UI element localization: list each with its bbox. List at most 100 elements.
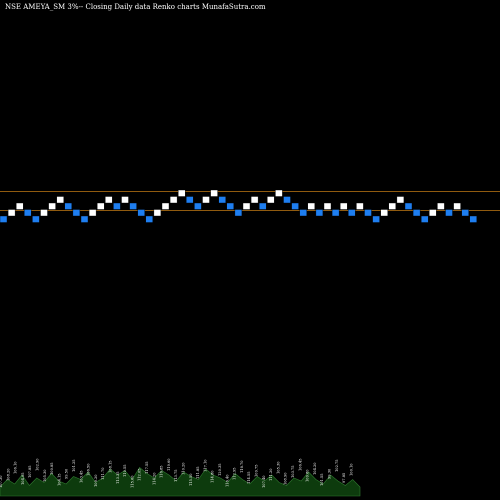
renko-brick-down [0,215,8,223]
price-label: 100.10 [349,463,353,476]
price-label: 110.55 [123,464,127,477]
price-label: 100.85 [50,462,54,475]
price-label: 117.10 [203,459,207,472]
price-label: 113.75 [174,469,178,482]
renko-brick-up [453,202,461,210]
renko-brick-down [299,209,307,217]
renko-brick-down [412,209,421,217]
chart-title: NSE AMEYA_SM 3%-- Closing Daily data Ren… [5,3,266,11]
renko-brick-up [242,202,251,210]
renko-brick-up [88,209,97,217]
renko-brick-up [202,196,210,204]
price-label: 109.75 [255,464,259,477]
renko-brick-up [153,209,162,217]
price-label: 114.55 [247,471,251,484]
renko-brick-down [331,209,340,217]
price-label: 116.40 [225,474,229,487]
price-label: 104.05 [21,472,25,485]
price-label: 108.15 [109,460,113,473]
price-label: 113.35 [116,471,120,484]
renko-brick-up [105,196,113,204]
price-label: 99.30 [328,468,332,479]
renko-brick-up [429,209,437,217]
renko-brick-down [421,215,429,223]
price-label: 120.35 [218,463,222,476]
renko-brick-down [80,215,89,223]
price-label: 107.30 [0,475,3,488]
price-label: 106.50 [87,463,91,476]
renko-brick-up [388,202,396,210]
renko-brick-down [64,202,73,210]
renko-brick-down [364,209,372,217]
renko-bricks [0,189,477,223]
price-label: 101.25 [72,459,76,472]
price-label: 109.20 [94,474,98,487]
price-label: 97.85 [342,472,346,483]
renko-brick-down [259,202,267,210]
price-label: 105.30 [43,469,47,482]
renko-brick-up [121,196,129,204]
renko-brick-down [194,202,202,210]
price-label: 111.70 [101,467,105,480]
price-label: 117.55 [145,461,149,474]
renko-brick-down [32,215,40,223]
price-label: 106.45 [298,458,302,471]
renko-brick-up [16,202,24,210]
price-labels: 107.30108.20106.10104.05107.85102.90105.… [0,458,353,488]
price-label: 109.80 [306,469,310,482]
renko-brick-down [348,209,356,217]
renko-brick-down [218,196,226,204]
price-label: 107.40 [262,475,266,488]
renko-brick-up [96,202,105,210]
price-label: 108.90 [284,472,288,485]
renko-brick-up [250,196,259,204]
price-label: 104.20 [313,462,317,475]
renko-brick-up [307,202,315,210]
renko-brick-up [340,202,348,210]
price-label: 106.10 [14,461,18,474]
renko-brick-up [437,202,445,210]
price-label: 116.85 [160,465,164,478]
price-label: 112.95 [233,467,237,480]
price-label: 105.30 [276,461,280,474]
renko-brick-down [404,202,413,210]
price-label: 115.50 [189,473,193,486]
renko-brick-down [461,209,469,217]
renko-brick-up [169,196,178,204]
renko-brick-up [356,202,364,210]
price-label: 115.00 [130,475,134,488]
renko-brick-down [291,202,299,210]
renko-brick-down [113,202,121,210]
renko-brick-up [177,189,186,197]
renko-brick-down [145,215,154,223]
renko-brick-up [210,189,218,197]
renko-brick-up [323,202,332,210]
renko-brick-down [283,196,291,204]
renko-brick-down [315,209,324,217]
price-label: 119.60 [167,458,171,471]
renko-brick-up [275,189,283,197]
renko-brick-up [7,209,16,217]
price-label: 107.85 [28,465,32,478]
price-label: 118.70 [240,460,244,473]
price-label: 104.15 [57,473,61,486]
volume-area [0,467,361,497]
price-label: 112.05 [138,468,142,481]
renko-brick-down [469,215,477,223]
renko-brick-up [56,196,64,204]
price-label: 103.45 [79,470,83,483]
renko-brick-down [186,196,194,204]
price-label: 111.20 [269,468,273,481]
renko-brick-down [445,209,453,217]
renko-brick-down [234,209,243,217]
price-label: 102.75 [335,459,339,472]
price-label: 99.50 [65,468,69,479]
renko-brick-up [267,196,275,204]
renko-brick-down [72,209,81,217]
renko-brick-up [40,209,48,217]
renko-brick-down [137,209,145,217]
renko-brick-up [161,202,170,210]
price-label: 102.90 [36,458,40,471]
